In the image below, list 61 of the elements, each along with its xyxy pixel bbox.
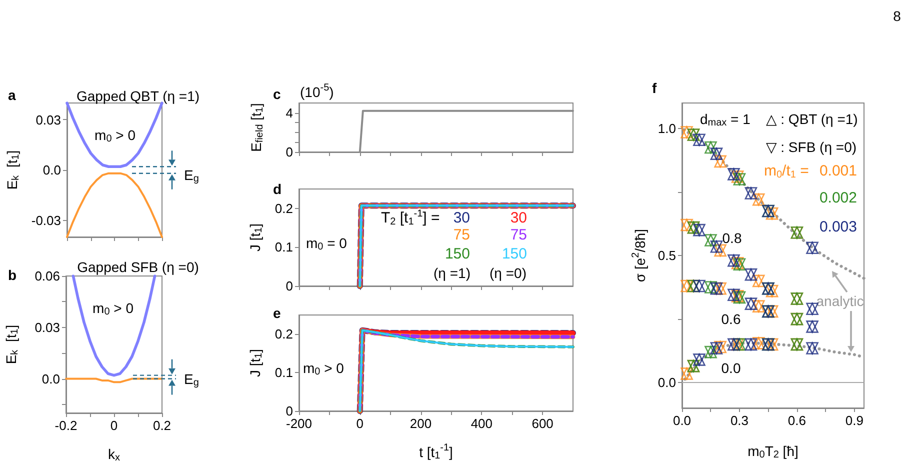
y-tick-label: 0 <box>286 404 293 418</box>
y-tick-label: 0.2 <box>274 200 293 216</box>
annotation: 0.8 <box>722 230 742 246</box>
x-tick-label: 0 <box>356 416 364 431</box>
x-tick-label: 600 <box>532 416 554 431</box>
y-tick-label: 0.03 <box>36 112 61 128</box>
x-tick-label: 200 <box>410 416 432 431</box>
text: 150 <box>502 246 527 262</box>
x-tick-label: -200 <box>286 416 312 431</box>
y-axis-title: Ek [t1] <box>4 150 22 190</box>
y-tick-label: 0 <box>286 144 293 160</box>
text: 8 <box>893 8 902 24</box>
text: b <box>8 267 17 283</box>
y-tick-label: 1.0 <box>658 120 676 136</box>
annotation: (η =1) <box>434 265 470 281</box>
x-tick-label: 0 <box>110 418 118 433</box>
x-tick-label: 0.2 <box>152 418 172 433</box>
series-label: 75 <box>510 226 527 244</box>
chart-title: Gapped QBT (η =1) <box>76 88 200 104</box>
x-tick-label: 0.0 <box>672 413 692 428</box>
series-label: 75 <box>453 226 470 244</box>
y-axis-title: J [t1] <box>247 223 265 252</box>
annotation: (η =0) <box>490 265 526 281</box>
y-tick-label: 0.1 <box>274 365 293 380</box>
x-tick-label: 0.3 <box>730 413 749 428</box>
y-tick-label: -0.03 <box>31 212 61 228</box>
y-tick-label: 0.0 <box>42 162 61 178</box>
y-axis-title: σ [e2/8ħ] <box>630 228 648 282</box>
y-tick-label: 0.1 <box>274 240 293 255</box>
y-tick-label: 0.5 <box>658 248 676 263</box>
annotation: analytic <box>816 293 864 309</box>
text: e <box>273 305 281 321</box>
text: f <box>652 80 657 96</box>
annotation: 0.6 <box>721 311 741 327</box>
chart-title: Gapped SFB (η =0) <box>77 259 199 275</box>
text: c <box>273 86 281 102</box>
x-tick-label: 0.6 <box>788 413 806 428</box>
y-tick-label: 0.03 <box>34 320 60 335</box>
y-axis-title: J [t1] <box>247 348 265 378</box>
text: 0.001 <box>819 162 857 180</box>
series-label: 30 <box>453 210 470 226</box>
x-tick-label: -0.2 <box>54 418 78 433</box>
text: a <box>8 87 16 103</box>
text: d <box>273 181 282 197</box>
series-label: 0.003 <box>819 218 857 236</box>
y-tick-label: 4 <box>286 105 293 120</box>
annotation: 0.0 <box>721 360 741 376</box>
text: 0.002 <box>819 190 857 206</box>
y-axis-title: Efield [t1] <box>248 103 266 152</box>
x-tick-label: 0.9 <box>845 413 864 428</box>
y-tick-label: 0.0 <box>42 371 60 386</box>
annotation: ▽ : SFB (η =0) <box>766 139 857 155</box>
y-tick-label: 0.2 <box>274 326 293 342</box>
y-tick-label: 0 <box>286 278 293 294</box>
y-tick-label: 0.06 <box>34 268 60 284</box>
annotation: △ : QBT (η =1) <box>766 111 858 127</box>
y-axis-title: Ek [t1] <box>3 324 20 364</box>
y-tick-label: 0.0 <box>658 375 676 390</box>
series-label: 30 <box>510 210 527 226</box>
text: 150 <box>444 246 470 262</box>
x-tick-label: 400 <box>470 416 493 431</box>
